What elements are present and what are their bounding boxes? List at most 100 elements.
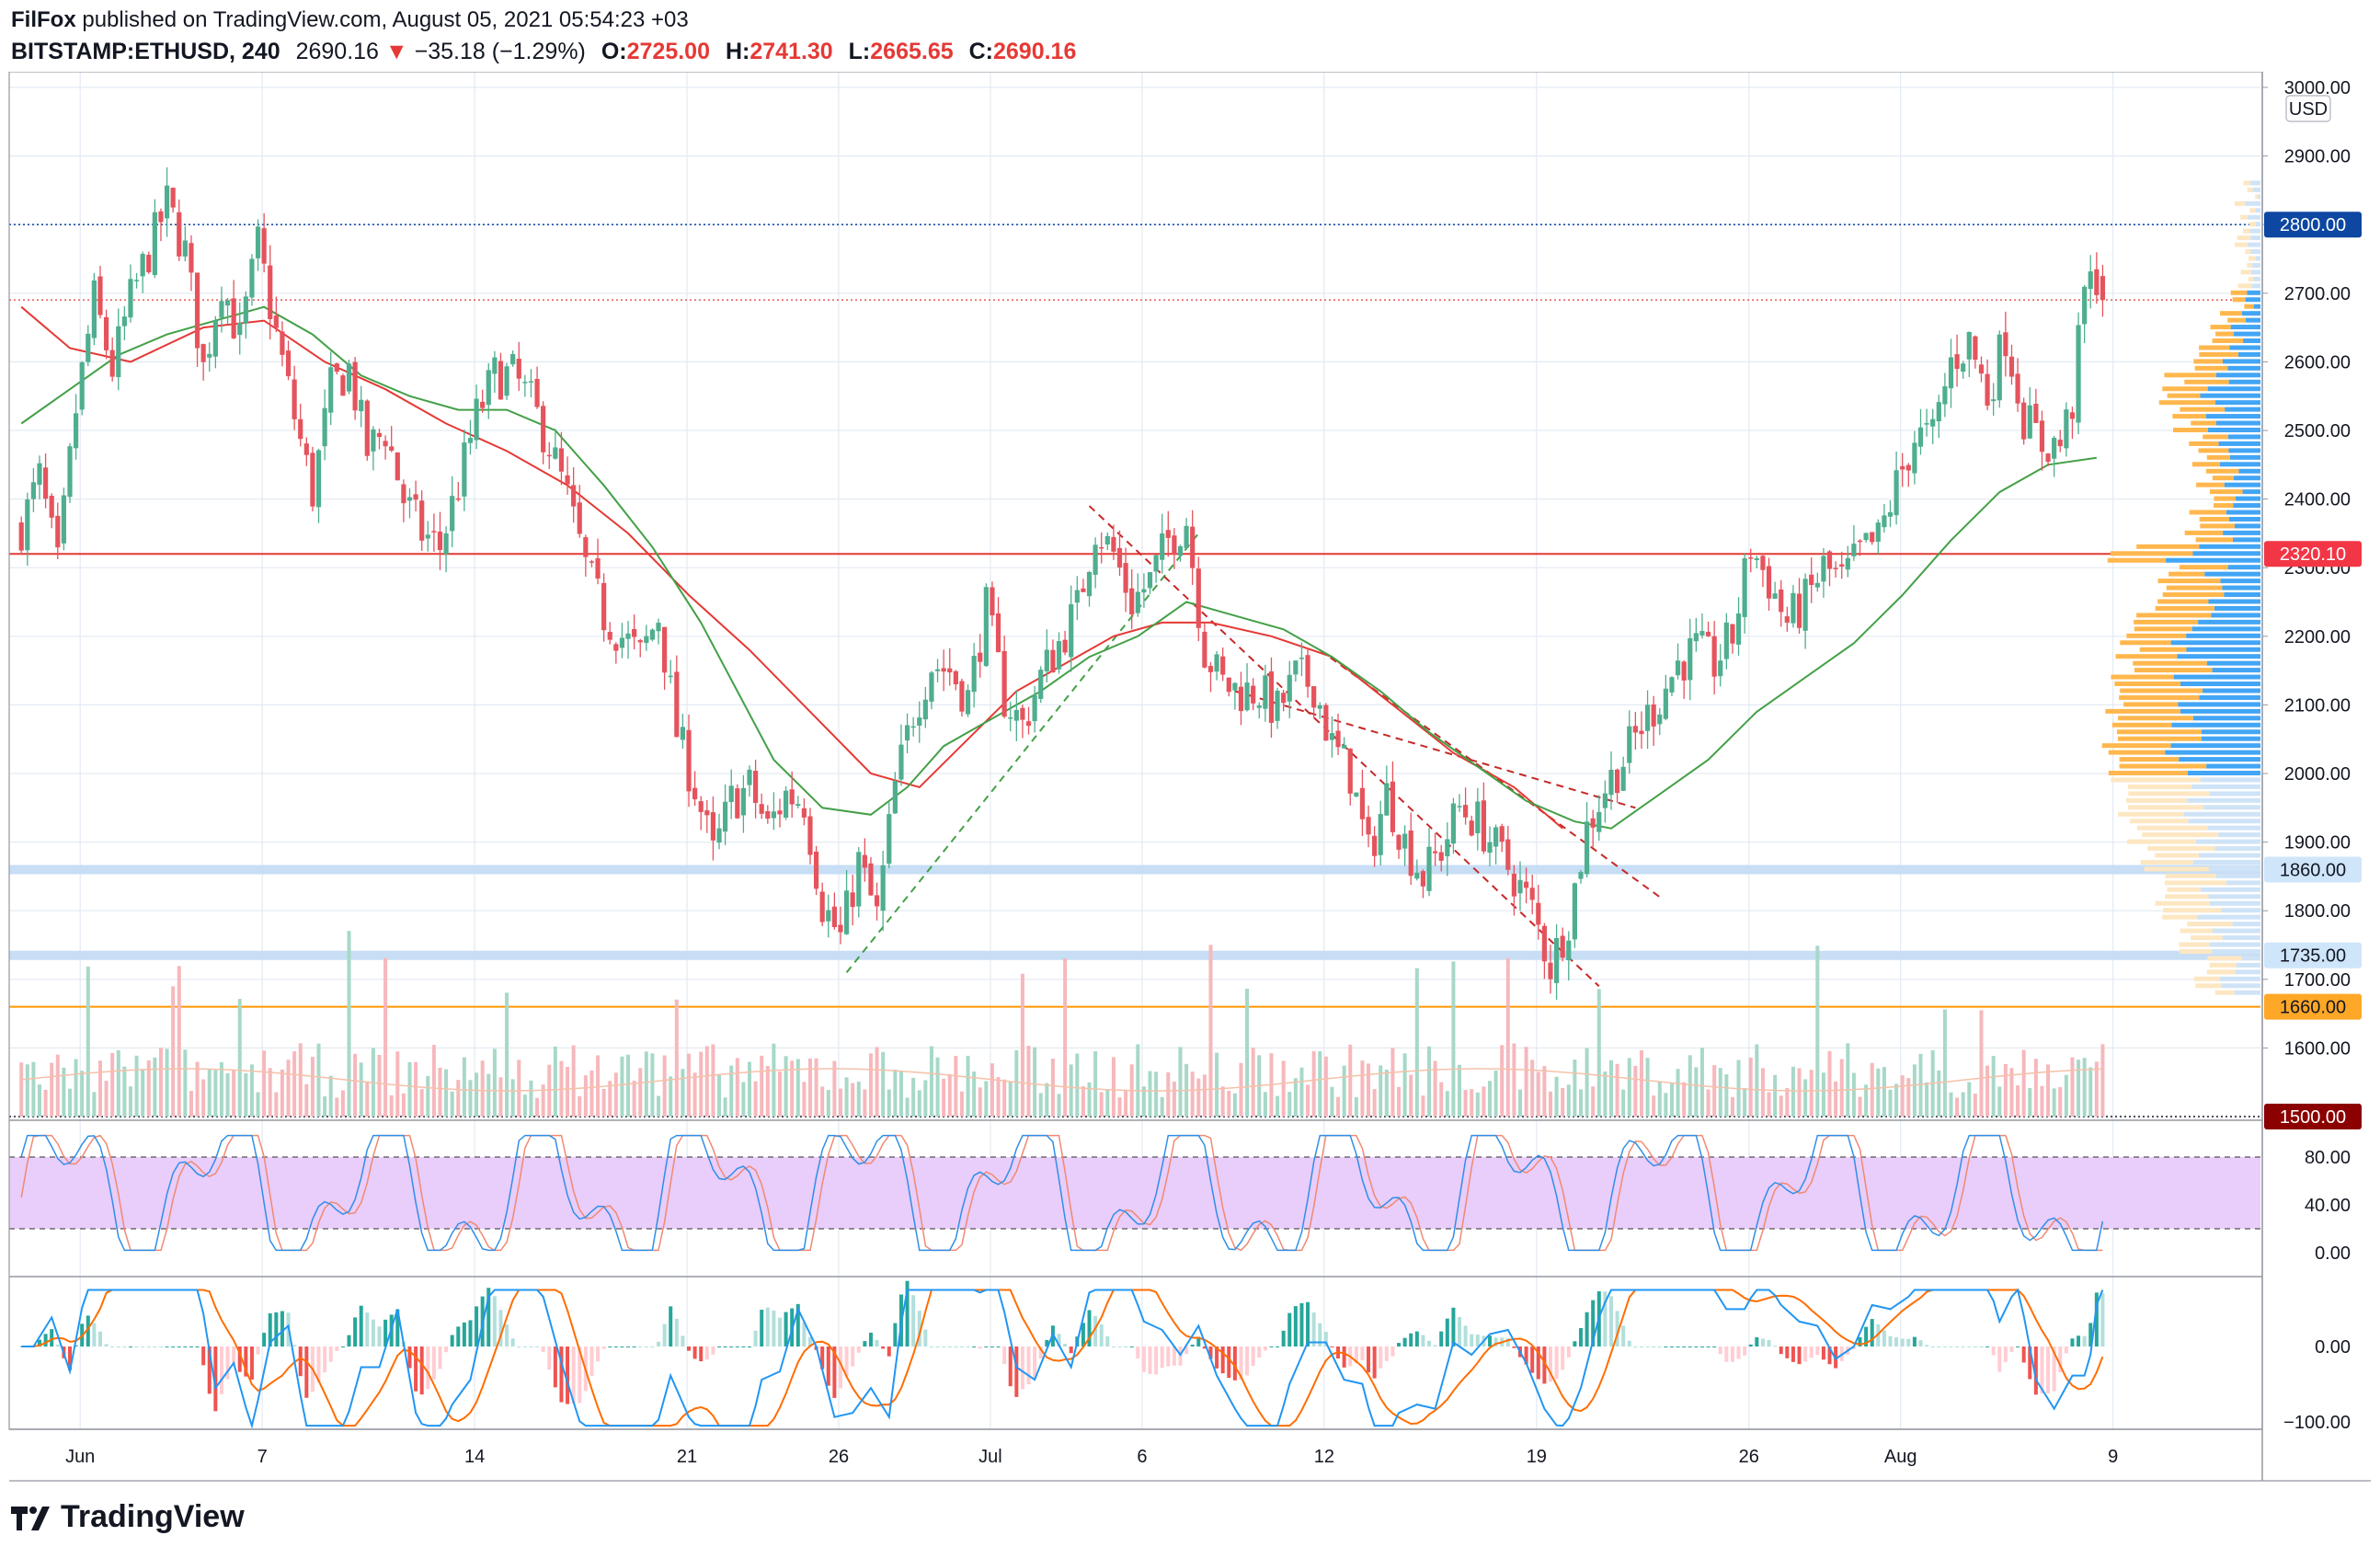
candle-body: [922, 699, 928, 720]
volume-bar: [893, 1069, 898, 1117]
candle-body: [601, 582, 607, 631]
candle-body: [1802, 579, 1808, 631]
candle-body: [649, 629, 656, 640]
volume-bar: [2058, 1086, 2063, 1117]
vp-down-bar: [2108, 771, 2189, 775]
macd-histogram-bar: [1063, 1344, 1068, 1346]
vp-up-bar: [2205, 414, 2260, 419]
price-chart[interactable]: 3000.00 2900.00 2800.00 2700.00 2600.00 2500.…: [0, 72, 2380, 1488]
candle-body: [1517, 879, 1523, 894]
macd-histogram-bar: [1791, 1346, 1795, 1362]
volume-bar: [1561, 1087, 1565, 1117]
candle-body: [1281, 693, 1287, 704]
macd-histogram-bar: [1608, 1296, 1613, 1346]
candle-body: [1086, 572, 1093, 597]
vp-down-bar: [2136, 825, 2209, 831]
volume-bar: [268, 1068, 272, 1117]
candle-body: [595, 557, 601, 579]
candle-body: [1826, 551, 1833, 569]
volume-bar: [475, 1072, 479, 1117]
volume-bar: [832, 1060, 837, 1117]
volume-bar: [772, 1043, 776, 1117]
candle-body: [346, 363, 352, 392]
volume-bar: [1172, 1082, 1176, 1117]
candle-body: [674, 671, 680, 738]
macd-histogram-bar: [249, 1346, 254, 1380]
vp-down-bar: [2232, 297, 2246, 303]
volume-bar: [1482, 1086, 1486, 1117]
volume-bar: [1906, 1078, 1911, 1117]
volume-bar: [165, 1049, 169, 1117]
candle-body: [292, 379, 297, 419]
volume-bar: [389, 1094, 394, 1117]
macd-histogram-bar: [1002, 1346, 1007, 1365]
candle-body: [1887, 511, 1894, 517]
candle-body: [467, 438, 474, 443]
candle-body: [455, 498, 461, 500]
volume-bar: [498, 1077, 503, 1117]
volume-bar: [589, 1070, 594, 1117]
vp-up-bar: [2249, 228, 2260, 234]
candle-body: [978, 652, 983, 662]
vp-up-bar: [2215, 372, 2260, 378]
vp-up-bar: [2242, 489, 2260, 495]
candle-body: [1165, 530, 1171, 538]
price-tick-label: 1900.00: [2284, 833, 2351, 854]
vp-up-bar: [2188, 771, 2260, 775]
volume-bar: [419, 1089, 424, 1117]
vp-down-bar: [2120, 640, 2171, 646]
candle-body: [1553, 937, 1560, 983]
vp-down-bar: [2133, 660, 2207, 666]
volume-bar: [286, 1060, 291, 1117]
candle-body: [2094, 269, 2100, 295]
down-arrow-icon: ▼: [384, 39, 408, 64]
candle-body: [571, 485, 577, 507]
macd-histogram-bar: [529, 1346, 533, 1347]
stoch-k-line: [20, 1134, 2104, 1252]
open-value: 2725.00: [626, 39, 710, 64]
volume-bar: [748, 1061, 752, 1117]
macd-histogram-bar: [807, 1336, 812, 1346]
volume-bar: [887, 1089, 891, 1117]
candle-body: [1251, 685, 1256, 704]
volume-bar: [1379, 1065, 1383, 1117]
volume-bar: [996, 1077, 1001, 1117]
vp-down-bar: [2247, 187, 2253, 192]
macd-histogram-bar: [2046, 1346, 2051, 1394]
candle-body: [522, 382, 528, 384]
candle-body: [1900, 465, 1905, 470]
volume-bar: [1627, 1058, 1631, 1117]
volume-bar: [43, 1089, 48, 1117]
candle-body: [1644, 705, 1651, 731]
volume-bar: [1991, 1056, 1996, 1117]
macd-histogram-bar: [1421, 1335, 1425, 1346]
candle-body: [1839, 564, 1845, 567]
volume-bar: [401, 1093, 406, 1117]
candle-body: [1699, 631, 1705, 636]
candle-body: [1602, 793, 1608, 808]
volume-bar: [898, 1071, 903, 1117]
candle-body: [831, 906, 837, 928]
macd-histogram-bar: [1718, 1346, 1722, 1355]
vp-down-bar: [2203, 434, 2228, 440]
candle-body: [1905, 464, 1911, 471]
vp-down-bar: [2127, 784, 2192, 789]
candle-body: [1978, 364, 1985, 374]
candle-body: [1718, 660, 1723, 677]
tradingview-logo[interactable]: TradingView: [11, 1499, 245, 1535]
macd-histogram-bar: [777, 1317, 782, 1346]
rsi-tick-label: 40.00: [2305, 1196, 2351, 1216]
vp-up-bar: [2165, 750, 2260, 755]
candle-body: [1632, 726, 1638, 733]
candle-body: [1056, 641, 1062, 670]
volume-bar: [2028, 1088, 2032, 1117]
volume-bar: [856, 1082, 861, 1117]
macd-histogram-bar: [377, 1326, 382, 1346]
horizontal-levels: [9, 223, 2260, 1117]
candle-body: [887, 814, 892, 865]
candle-body: [2064, 409, 2069, 449]
candle-body: [1766, 566, 1772, 599]
macd-histogram-bar: [1354, 1346, 1358, 1364]
symbol-name[interactable]: BITSTAMP:ETHUSD, 240: [11, 39, 280, 64]
candle-body: [1669, 677, 1675, 693]
